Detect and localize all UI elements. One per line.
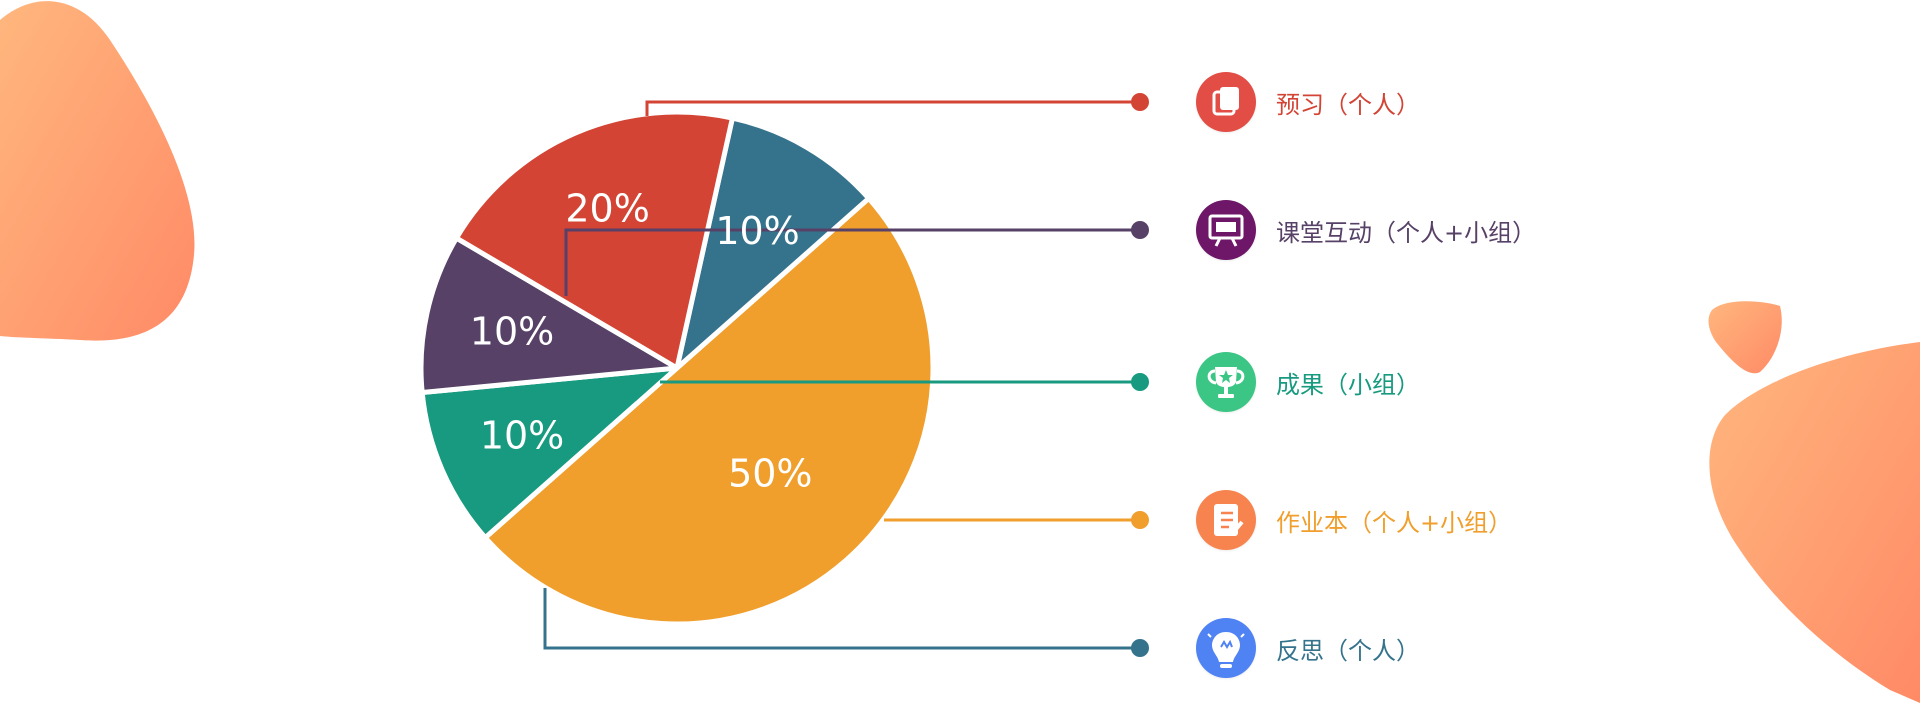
legend-label: 作业本（个人+小组） [1276, 508, 1513, 537]
legend-label: 反思（个人） [1276, 636, 1420, 665]
legend-item-classroom: 课堂互动（个人+小组） [1196, 199, 1536, 261]
leader-dot-homework [1131, 511, 1149, 529]
leader-dot-preview [1131, 93, 1149, 111]
slice-label-homework: 50% [728, 451, 812, 495]
notebook-icon [1196, 490, 1256, 550]
pie-slices [418, 109, 936, 627]
lightbulb-icon [1196, 618, 1256, 678]
presentation-board-icon [1196, 200, 1256, 260]
leader-lines [543, 93, 1149, 657]
slice-label-results: 10% [480, 413, 564, 457]
slice-label-reflection: 10% [715, 209, 799, 253]
book-icon [1196, 72, 1256, 132]
leader-dot-reflection [1131, 639, 1149, 657]
slice-labels: 20% 10% 10% 50% 10% [470, 186, 813, 495]
decorative-blob-large-right [1709, 342, 1920, 703]
legend-item-reflection: 反思（个人） [1196, 617, 1420, 679]
slice-label-preview: 20% [565, 186, 649, 230]
leader-dot-results [1131, 373, 1149, 391]
leader-line-classroom [564, 228, 1140, 296]
legend-item-homework: 作业本（个人+小组） [1196, 489, 1512, 551]
pie-slice-homework [482, 195, 936, 627]
legend-label: 成果（小组） [1276, 370, 1420, 399]
legend-item-preview: 预习（个人） [1196, 71, 1420, 133]
leader-line-preview [645, 100, 1140, 116]
trophy-icon [1196, 352, 1256, 412]
decorative-blob-small-right [1708, 301, 1782, 374]
legend-label: 课堂互动（个人+小组） [1276, 218, 1537, 247]
legend-label: 预习（个人） [1276, 90, 1420, 119]
slice-label-classroom: 10% [470, 309, 554, 353]
pie-slice-preview [453, 109, 735, 371]
pie-slice-classroom [418, 235, 680, 396]
leader-line-reflection [543, 588, 1140, 650]
decorative-blob-left [0, 1, 195, 341]
leader-dot-classroom [1131, 221, 1149, 239]
legend-item-results: 成果（小组） [1196, 351, 1420, 413]
pie-slice-reflection [674, 115, 872, 371]
pie-slice-results [419, 365, 680, 541]
